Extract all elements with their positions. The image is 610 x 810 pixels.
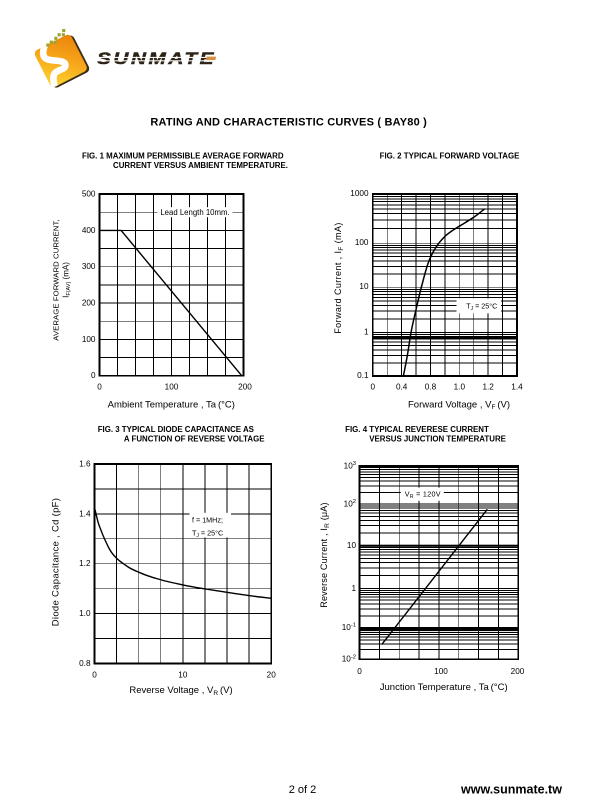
svg-text:1000: 1000 (350, 189, 369, 198)
svg-text:Forward Current , IF (mA): Forward Current , IF (mA) (333, 222, 345, 334)
svg-text:1.2: 1.2 (79, 559, 91, 568)
svg-text:1.4: 1.4 (79, 509, 91, 518)
svg-text:1.4: 1.4 (511, 382, 523, 391)
svg-text:1.2: 1.2 (482, 382, 494, 391)
svg-text:0.4: 0.4 (396, 382, 408, 391)
svg-text:1.0: 1.0 (79, 609, 91, 618)
svg-text:FIG. 1 MAXIMUM PERMISSIBLE AVE: FIG. 1 MAXIMUM PERMISSIBLE AVERAGE FORWA… (82, 152, 284, 161)
svg-text:f = 1MHz;: f = 1MHz; (192, 516, 223, 525)
svg-text:100: 100 (82, 335, 96, 344)
svg-text:200: 200 (511, 667, 525, 676)
svg-text:FIG. 3 TYPICAL DIODE CAPACITAN: FIG. 3 TYPICAL DIODE CAPACITANCE AS (98, 425, 254, 434)
svg-text:200: 200 (238, 382, 252, 391)
svg-text:10: 10 (178, 671, 188, 680)
svg-text:0: 0 (97, 382, 102, 391)
svg-text:Diode Capacitance , Cd (pF): Diode Capacitance , Cd (pF) (51, 498, 62, 627)
svg-text:0.8: 0.8 (425, 382, 437, 391)
svg-text:0: 0 (371, 382, 376, 391)
svg-text:1: 1 (351, 584, 356, 593)
svg-text:10-1: 10-1 (342, 623, 356, 632)
svg-text:Reverse Voltage , VR (V): Reverse Voltage , VR (V) (129, 685, 232, 697)
svg-text:Forward Voltage , VF (V): Forward Voltage , VF (V) (408, 399, 510, 411)
svg-text:1: 1 (364, 327, 369, 336)
svg-text:2 of 2: 2 of 2 (289, 784, 317, 796)
svg-text:VERSUS JUNCTION TEMPERATURE: VERSUS JUNCTION TEMPERATURE (369, 435, 506, 444)
svg-text:100: 100 (165, 382, 179, 391)
svg-text:Reverse Current , IR (μA): Reverse Current , IR (μA) (319, 502, 331, 607)
svg-text:Junction Temperature , Ta (°C): Junction Temperature , Ta (°C) (380, 682, 508, 693)
svg-text:TJ = 25°C: TJ = 25°C (192, 529, 223, 540)
svg-text:VR = 120V: VR = 120V (405, 490, 441, 501)
svg-text:10: 10 (359, 282, 369, 291)
svg-text:500: 500 (82, 189, 96, 198)
svg-text:RATING AND CHARACTERISTIC CURV: RATING AND CHARACTERISTIC CURVES ( BAY80… (150, 116, 427, 128)
svg-text:SUNMATE: SUNMATE (97, 50, 216, 68)
svg-text:IF(AV) (mA): IF(AV) (mA) (62, 262, 73, 298)
svg-text:0.1: 0.1 (357, 371, 369, 380)
svg-text:Ambient Temperature , Ta (°C): Ambient Temperature , Ta (°C) (108, 400, 235, 411)
svg-text:AVERAGE FORWARD CURRENT,: AVERAGE FORWARD CURRENT, (52, 219, 61, 340)
svg-text:300: 300 (82, 262, 96, 271)
svg-text:10-2: 10-2 (342, 655, 356, 664)
svg-text:Lead Length 10mm.: Lead Length 10mm. (160, 208, 229, 217)
svg-text:0: 0 (91, 371, 96, 380)
svg-text:CURRENT VERSUS AMBIENT TEMPERA: CURRENT VERSUS AMBIENT TEMPERATURE. (113, 161, 288, 170)
svg-text:103: 103 (344, 461, 356, 470)
svg-text:TJ = 25°C: TJ = 25°C (466, 302, 497, 313)
svg-text:1.6: 1.6 (79, 459, 91, 468)
svg-text:0: 0 (357, 667, 362, 676)
svg-text:400: 400 (82, 226, 96, 235)
svg-text:102: 102 (344, 499, 356, 508)
svg-text:FIG. 2 TYPICAL FORWARD VOLTAGE: FIG. 2 TYPICAL FORWARD VOLTAGE (380, 152, 520, 161)
svg-text:A FUNCTION OF REVERSE VOLTAGE: A FUNCTION OF REVERSE VOLTAGE (124, 435, 265, 444)
svg-text:www.sunmate.tw: www.sunmate.tw (460, 783, 562, 797)
svg-text:20: 20 (267, 671, 277, 680)
svg-text:100: 100 (434, 667, 448, 676)
svg-text:FIG. 4 TYPICAL REVERESE CURREN: FIG. 4 TYPICAL REVERESE CURRENT (345, 425, 489, 434)
svg-text:1.0: 1.0 (454, 382, 466, 391)
svg-text:200: 200 (82, 298, 96, 307)
svg-text:10: 10 (347, 541, 357, 550)
svg-text:0.8: 0.8 (79, 659, 91, 668)
svg-text:0: 0 (92, 671, 97, 680)
svg-text:100: 100 (355, 238, 369, 247)
